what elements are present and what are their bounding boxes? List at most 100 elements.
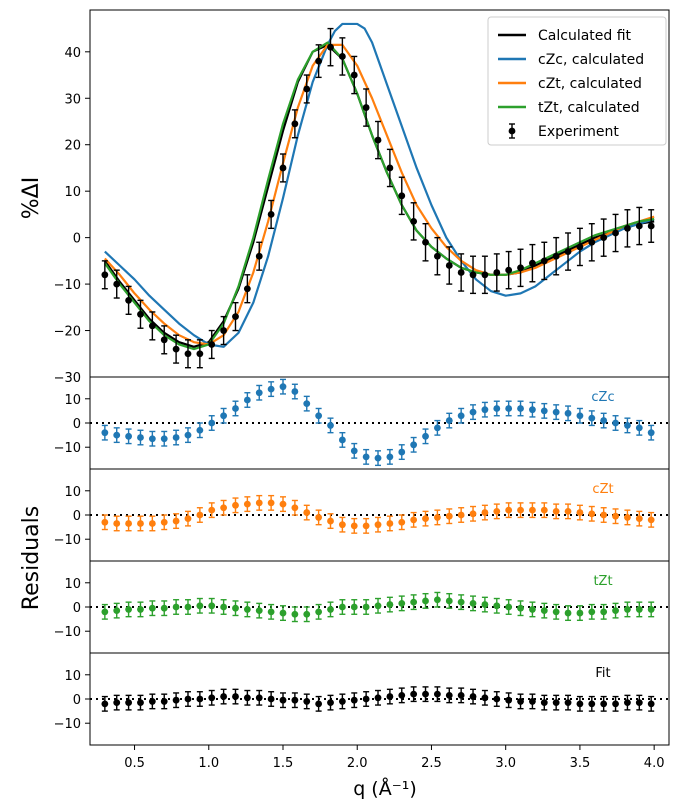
y-tick-label: 10 — [64, 485, 81, 500]
residual-point — [338, 516, 346, 533]
residual-point — [184, 691, 192, 707]
residual-point — [338, 431, 346, 448]
residual-point — [362, 691, 370, 707]
residual-point — [576, 407, 584, 424]
residual-point — [612, 602, 619, 619]
residual-point — [481, 689, 489, 706]
residual-point — [160, 600, 168, 617]
residual-point — [113, 602, 121, 619]
legend-entry-label: Experiment — [538, 124, 619, 140]
experiment-point — [564, 232, 572, 271]
residual-point — [279, 496, 287, 513]
residual-point — [469, 688, 477, 705]
residual-point — [564, 605, 572, 622]
y-tick-label: −10 — [54, 533, 81, 548]
experiment-point — [457, 253, 465, 292]
residual-point — [445, 592, 453, 609]
residual-point — [125, 694, 132, 711]
residual-point — [255, 494, 263, 511]
residual-point — [327, 601, 334, 618]
legend-entry-label: cZc, calculated — [538, 52, 644, 68]
x-axis-label: q (Å⁻¹) — [353, 777, 417, 800]
residual-point — [410, 686, 418, 703]
experiment-point — [137, 299, 144, 329]
experiment-point — [279, 153, 287, 183]
experiment-point — [148, 311, 156, 341]
residual-point — [469, 505, 477, 522]
experiment-point — [635, 206, 643, 246]
panel-frame — [89, 652, 670, 746]
residual-point — [588, 695, 596, 712]
experiment-point — [647, 209, 655, 243]
experiment-point — [327, 27, 334, 67]
residual-point — [172, 692, 180, 709]
residual-point — [160, 430, 168, 447]
residual-point — [267, 603, 275, 620]
residual-point — [493, 503, 501, 520]
residual-point — [315, 695, 323, 712]
residual-point — [362, 517, 370, 534]
residual-point — [386, 688, 394, 705]
experiment-point — [624, 209, 631, 248]
residual-point — [624, 601, 631, 618]
y-tick-label: −30 — [54, 371, 81, 386]
residual-point — [540, 402, 548, 419]
residual-point — [220, 599, 228, 615]
residual-point — [517, 502, 524, 519]
experiment-point — [398, 176, 406, 216]
residual-point — [529, 401, 536, 418]
legend-entry-label: tZt, calculated — [538, 100, 640, 116]
residual-point — [350, 442, 358, 459]
experiment-point — [125, 285, 132, 315]
experiment-point — [505, 250, 513, 290]
residual-point — [232, 688, 239, 705]
residual-point — [624, 417, 631, 434]
residual-point — [232, 600, 239, 617]
experiment-point — [350, 55, 358, 95]
residual-point — [635, 419, 643, 436]
residual-panel-czt: −10 0 10 cZt — [54, 468, 670, 562]
residual-point — [493, 400, 501, 417]
residual-point — [576, 605, 584, 622]
residual-point — [398, 595, 406, 612]
residual-point — [517, 400, 524, 417]
residual-point — [457, 687, 465, 704]
residual-point — [374, 450, 382, 467]
residual-point — [101, 603, 109, 620]
residual-point — [184, 427, 192, 444]
residual-point — [481, 401, 489, 418]
residual-point — [220, 499, 228, 516]
residual-point — [517, 693, 524, 710]
experiment-point — [374, 120, 382, 160]
residual-point — [125, 428, 132, 445]
residual-point — [303, 504, 311, 521]
residual-point — [552, 404, 560, 421]
residual-point — [505, 692, 513, 709]
residual-point — [184, 599, 192, 615]
residual-point — [279, 378, 287, 395]
residual-point — [434, 591, 441, 608]
experiment-point — [588, 222, 596, 262]
residual-point — [255, 689, 263, 706]
residual-point — [243, 496, 251, 513]
residual-point — [101, 424, 109, 441]
tzt-line — [103, 41, 655, 351]
residual-point — [422, 592, 429, 609]
residual-point — [564, 503, 572, 520]
y-tick-label: −10 — [54, 278, 81, 293]
residual-point — [196, 422, 204, 439]
residual-point — [434, 686, 441, 703]
y-tick-label: 10 — [64, 185, 81, 200]
residual-point — [113, 427, 121, 444]
residual-point — [101, 514, 109, 531]
y-tick-label: 40 — [64, 46, 81, 61]
residual-point — [540, 502, 548, 519]
residual-point — [220, 688, 228, 705]
residual-point — [457, 407, 465, 424]
residual-point — [600, 603, 608, 620]
experiment-point — [576, 227, 584, 267]
residual-point — [493, 691, 501, 707]
residual-point — [612, 695, 619, 712]
residual-point — [208, 689, 216, 706]
residual-point — [315, 603, 323, 620]
